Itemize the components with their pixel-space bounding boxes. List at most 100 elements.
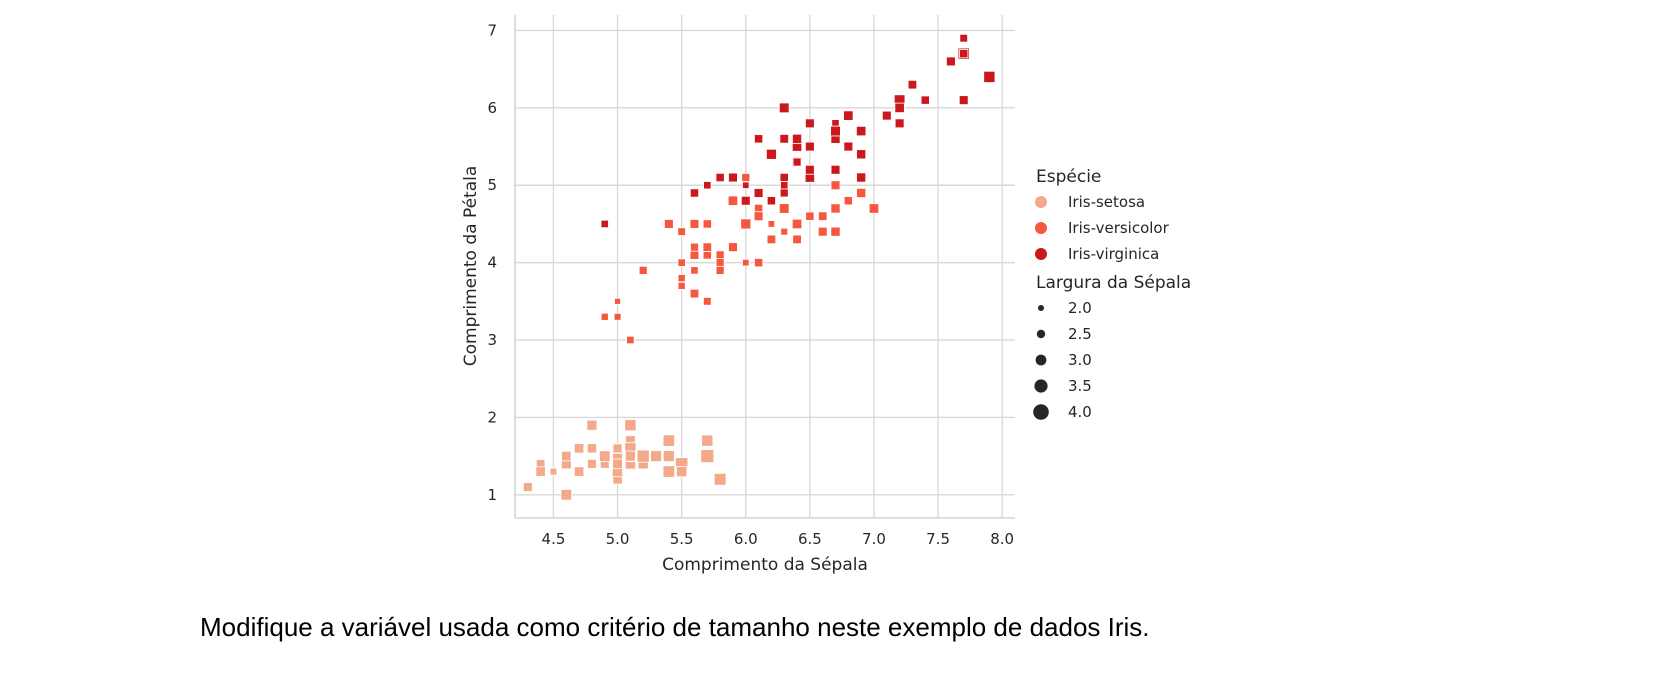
legend-marker xyxy=(1035,248,1047,260)
data-point xyxy=(856,149,867,160)
data-point xyxy=(561,450,572,462)
legend: Espécie Iris-setosa Iris-versicolor Iris-v… xyxy=(1033,167,1191,421)
data-point xyxy=(959,33,968,43)
data-point xyxy=(779,172,789,183)
y-tick-label: 3 xyxy=(487,331,497,349)
data-point xyxy=(613,312,622,321)
size-legend-marker xyxy=(1034,379,1048,393)
data-point xyxy=(765,148,777,160)
data-point xyxy=(766,234,777,245)
data-point xyxy=(792,133,803,144)
x-tick-label: 7.5 xyxy=(926,530,950,548)
data-point xyxy=(817,226,828,237)
data-point xyxy=(636,449,650,463)
y-tick-label: 6 xyxy=(487,99,497,117)
data-point xyxy=(856,187,867,198)
data-point xyxy=(843,110,854,121)
data-point xyxy=(702,242,713,252)
data-point xyxy=(690,242,699,252)
data-point xyxy=(830,226,841,237)
y-tick-label: 7 xyxy=(487,21,497,39)
y-tick-label: 1 xyxy=(487,486,497,504)
x-tick-label: 6.5 xyxy=(798,530,822,548)
x-tick-label: 5.5 xyxy=(670,530,694,548)
size-legend-label: 3.5 xyxy=(1068,377,1092,395)
caption: Modifique a variável usada como critério… xyxy=(200,612,1150,642)
hue-legend: Iris-setosa Iris-versicolor Iris-virginica xyxy=(1035,193,1170,263)
y-tick-label: 4 xyxy=(487,254,497,272)
x-tick-label: 7.0 xyxy=(862,530,886,548)
y-tick-label: 5 xyxy=(487,176,497,194)
data-point xyxy=(742,258,750,267)
data-points xyxy=(522,33,996,501)
size-legend-label: 2.0 xyxy=(1068,299,1092,317)
legend-marker xyxy=(1035,222,1047,234)
size-legend-marker xyxy=(1035,354,1047,366)
data-point xyxy=(792,234,802,245)
data-point xyxy=(573,466,585,477)
data-point xyxy=(959,49,969,59)
data-point xyxy=(791,218,803,230)
data-point xyxy=(638,265,648,275)
data-point xyxy=(586,419,598,431)
data-point xyxy=(728,172,738,183)
data-point xyxy=(662,465,676,478)
x-tick-label: 4.5 xyxy=(542,530,566,548)
data-point xyxy=(983,70,996,83)
size-legend-label: 2.5 xyxy=(1068,325,1092,343)
data-point xyxy=(907,79,918,90)
data-point xyxy=(727,195,739,206)
legend-hue-title: Espécie xyxy=(1036,167,1101,187)
data-point xyxy=(676,465,688,478)
data-point xyxy=(662,434,676,447)
data-point xyxy=(830,125,841,137)
legend-size-title: Largura da Sépala xyxy=(1036,273,1191,293)
data-point xyxy=(792,157,802,167)
data-point xyxy=(715,250,725,260)
data-point xyxy=(599,450,611,462)
grid-lines xyxy=(515,15,1015,518)
legend-label: Iris-setosa xyxy=(1068,193,1145,211)
data-point xyxy=(703,181,712,190)
data-point xyxy=(549,467,558,476)
y-tick-label: 2 xyxy=(487,408,497,426)
data-point xyxy=(600,219,609,229)
data-point xyxy=(778,102,790,114)
data-point xyxy=(614,297,621,305)
size-legend-marker xyxy=(1038,305,1044,311)
size-legend-label: 4.0 xyxy=(1068,403,1092,421)
data-point xyxy=(587,458,597,469)
data-point xyxy=(677,274,686,283)
data-point xyxy=(740,195,751,206)
data-point xyxy=(715,172,725,183)
data-point xyxy=(677,227,686,236)
data-point xyxy=(700,449,715,463)
data-point xyxy=(830,164,841,175)
data-point xyxy=(780,181,789,190)
data-point xyxy=(767,220,776,228)
data-point xyxy=(612,458,623,470)
x-tick-label: 8.0 xyxy=(990,530,1014,548)
legend-label: Iris-versicolor xyxy=(1068,219,1170,237)
data-point xyxy=(817,211,828,221)
x-axis-label: Comprimento da Sépala xyxy=(662,555,868,575)
data-point xyxy=(894,102,905,114)
data-point xyxy=(689,250,700,260)
data-point xyxy=(677,258,686,267)
size-legend-label: 3.0 xyxy=(1068,351,1092,369)
data-point xyxy=(573,443,585,454)
data-point xyxy=(522,482,533,492)
data-point xyxy=(535,466,546,477)
data-point xyxy=(958,95,969,105)
data-point xyxy=(612,443,623,454)
data-point xyxy=(856,125,867,137)
data-point xyxy=(805,164,815,175)
x-tick-labels: 4.5 5.0 5.5 6.0 6.5 7.0 7.5 8.0 xyxy=(542,530,1015,548)
data-point xyxy=(780,227,789,236)
data-point xyxy=(742,181,750,189)
size-legend-marker xyxy=(1033,404,1049,420)
axes xyxy=(514,15,1015,519)
data-point xyxy=(690,266,699,275)
data-point xyxy=(586,443,597,454)
data-point xyxy=(805,211,815,221)
